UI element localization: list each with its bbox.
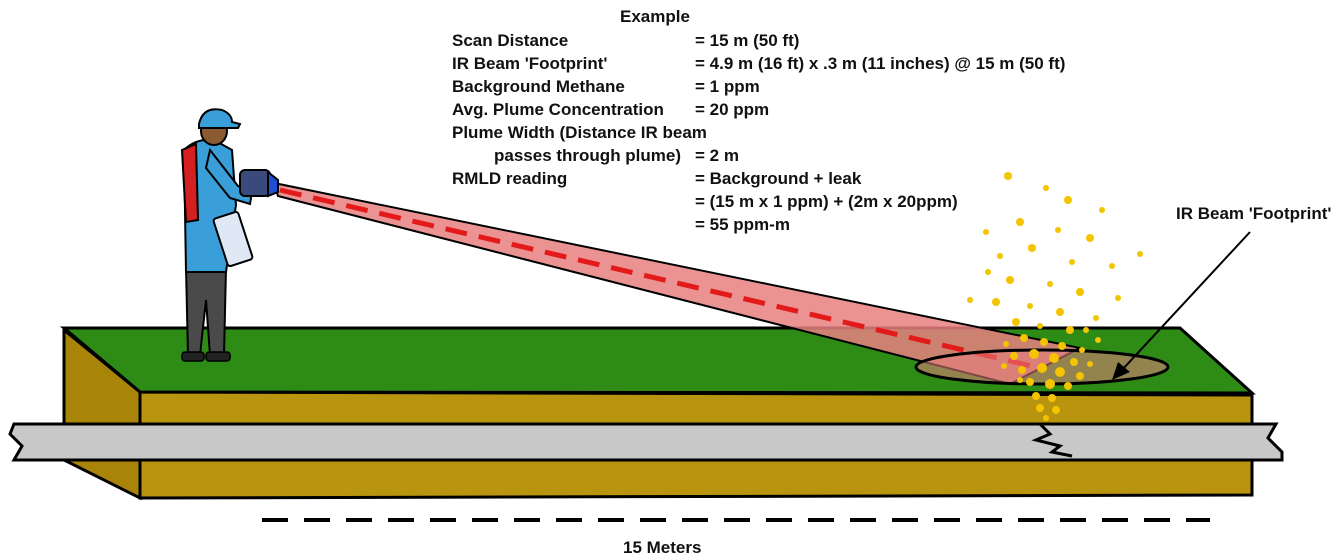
- example-row-label: Scan Distance: [452, 31, 569, 50]
- methane-particle: [1020, 334, 1028, 342]
- methane-particle: [1032, 392, 1040, 400]
- methane-particle: [1086, 234, 1094, 242]
- data-tablet: [212, 210, 254, 268]
- methane-particle: [1037, 363, 1047, 373]
- methane-particle: [967, 297, 973, 303]
- methane-particle: [1006, 276, 1014, 284]
- methane-particle: [1028, 244, 1036, 252]
- methane-particle: [1052, 406, 1060, 414]
- example-row-label: Plume Width (Distance IR beam: [452, 123, 707, 142]
- methane-particle: [1001, 363, 1007, 369]
- methane-particle: [1043, 415, 1049, 421]
- methane-particle: [1076, 372, 1084, 380]
- methane-particle: [983, 229, 989, 235]
- example-row-label: IR Beam 'Footprint': [452, 54, 608, 73]
- methane-plume: [967, 172, 1143, 421]
- methane-particle: [1004, 172, 1012, 180]
- methane-particle: [1069, 259, 1075, 265]
- methane-particle: [1055, 367, 1065, 377]
- example-row-value: = 55 ppm-m: [695, 215, 790, 234]
- methane-particle: [1048, 394, 1056, 402]
- methane-particle: [1047, 281, 1053, 287]
- example-row-value: = Background + leak: [695, 169, 862, 188]
- methane-particle: [1137, 251, 1143, 257]
- example-row-value: = 2 m: [695, 146, 739, 165]
- distance-label: 15 Meters: [623, 538, 702, 555]
- methane-particle: [1070, 358, 1078, 366]
- example-row-value: = (15 m x 1 ppm) + (2m x 20ppm): [695, 192, 958, 211]
- gas-pipe: [8, 422, 1284, 462]
- methane-particle: [1056, 308, 1064, 316]
- methane-particle: [1087, 361, 1093, 367]
- example-row-value: = 4.9 m (16 ft) x .3 m (11 inches) @ 15 …: [695, 54, 1066, 73]
- methane-particle: [1076, 288, 1084, 296]
- methane-particle: [1083, 327, 1089, 333]
- methane-particle: [1027, 303, 1033, 309]
- methane-particle: [1017, 377, 1023, 383]
- methane-particle: [1003, 341, 1009, 347]
- footprint-callout-label: IR Beam 'Footprint': [1176, 204, 1332, 223]
- safety-vest: [180, 142, 200, 224]
- example-row-label: passes through plume): [494, 146, 682, 165]
- methane-particle: [1055, 227, 1061, 233]
- methane-particle: [1040, 338, 1048, 346]
- ir-beam-centerline: [279, 187, 1041, 371]
- methane-particle: [992, 298, 1000, 306]
- methane-particle: [1049, 353, 1059, 363]
- rmld-detector: [239, 169, 271, 197]
- methane-particle: [1037, 323, 1043, 329]
- methane-particle: [1018, 366, 1026, 374]
- methane-particle: [1066, 326, 1074, 334]
- technician: [180, 108, 279, 362]
- footprint-arrow-line: [1121, 231, 1251, 371]
- methane-particle: [1109, 263, 1115, 269]
- methane-particle: [1010, 352, 1018, 360]
- methane-particle: [1064, 196, 1072, 204]
- example-row-value: = 15 m (50 ft): [695, 31, 800, 50]
- example-row-label: RMLD reading: [452, 169, 568, 188]
- technician-cap: [198, 108, 242, 129]
- methane-particle: [1012, 318, 1020, 326]
- example-row-value: = 20 ppm: [695, 100, 770, 119]
- methane-particle: [1079, 347, 1085, 353]
- methane-particle: [1115, 295, 1121, 301]
- methane-particle: [1058, 342, 1066, 350]
- methane-particle: [1036, 404, 1044, 412]
- methane-particle: [1029, 349, 1039, 359]
- methane-particle: [1026, 378, 1034, 386]
- example-row-label: Background Methane: [452, 77, 625, 96]
- methane-particle: [1064, 382, 1072, 390]
- methane-particle: [997, 253, 1003, 259]
- methane-particle: [1093, 315, 1099, 321]
- methane-particle: [1095, 337, 1101, 343]
- methane-particle: [1016, 218, 1024, 226]
- pipe-crack: [1031, 422, 1073, 458]
- methane-particle: [1045, 379, 1055, 389]
- methane-particle: [1099, 207, 1105, 213]
- footprint-arrow-head: [1112, 362, 1130, 380]
- example-row-label: Avg. Plume Concentration: [452, 100, 664, 119]
- methane-particle: [985, 269, 991, 275]
- example-title: Example: [620, 7, 690, 26]
- methane-particle: [1043, 185, 1049, 191]
- example-row-value: = 1 ppm: [695, 77, 760, 96]
